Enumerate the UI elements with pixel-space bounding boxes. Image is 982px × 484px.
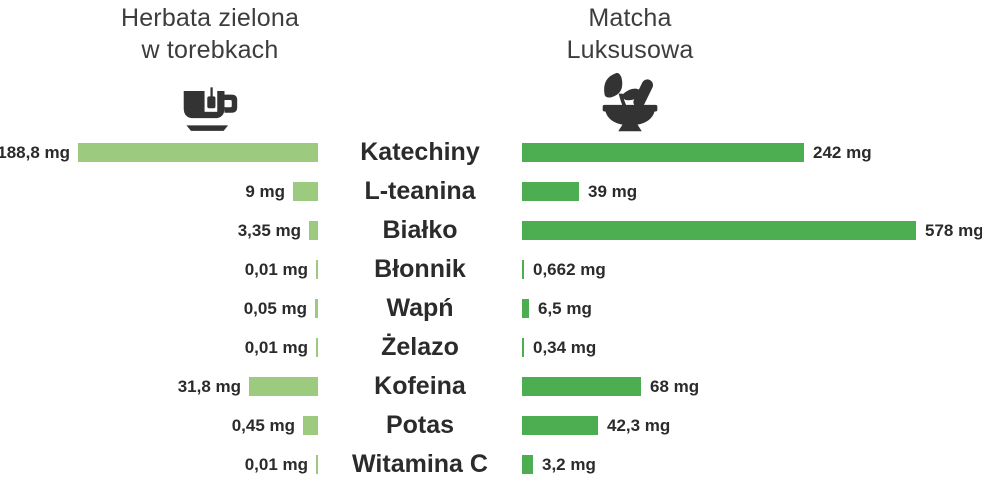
right-bar: [522, 338, 524, 357]
right-bar-zone: 3,2 mg: [522, 455, 982, 475]
right-bar: [522, 260, 524, 279]
right-value-label: 242 mg: [813, 142, 872, 162]
nutrient-label: Błonnik: [374, 255, 466, 283]
left-value-label: 0,01 mg: [244, 454, 308, 474]
right-value-label: 39 mg: [588, 181, 638, 201]
right-bar: [522, 455, 533, 474]
left-bar-zone: 0,45 mg: [0, 416, 318, 436]
right-bar-zone: 242 mg: [522, 143, 982, 163]
right-bar: [522, 299, 529, 318]
nutrient-label: Kofeina: [374, 372, 466, 400]
matcha-mortar-with-leaves-icon: [602, 72, 658, 132]
teacup-with-teabag-icon: [183, 87, 238, 131]
right-bar: [522, 182, 579, 201]
left-bar: [293, 182, 318, 201]
left-bar-zone: 9 mg: [0, 182, 318, 202]
nutrient-label: Żelazo: [381, 333, 459, 361]
right-bar-zone: 39 mg: [522, 182, 982, 202]
left-product-icon-wrap: [10, 83, 410, 137]
left-bar-zone: 188,8 mg: [0, 143, 318, 163]
nutrient-row: 0,05 mg Wapń 6,5 mg: [0, 289, 982, 328]
left-bar: [78, 143, 318, 162]
nutrient-row: 0,45 mg Potas 42,3 mg: [0, 406, 982, 445]
nutrient-row: 188,8 mg Katechiny 242 mg: [0, 133, 982, 172]
right-bar: [522, 416, 598, 435]
right-bar: [522, 143, 804, 162]
nutrient-label: Potas: [385, 411, 455, 439]
right-bar: [522, 377, 641, 396]
left-bar: [316, 455, 318, 474]
left-bar-zone: 0,01 mg: [0, 260, 318, 280]
left-bar-zone: 0,01 mg: [0, 455, 318, 475]
right-value-label: 3,2 mg: [542, 454, 596, 474]
right-bar-zone: 42,3 mg: [522, 416, 982, 436]
left-bar-zone: 0,05 mg: [0, 299, 318, 319]
nutrient-label: Białko: [382, 216, 458, 244]
left-value-label: 0,01 mg: [244, 259, 308, 279]
right-product-icon-wrap: [430, 69, 830, 137]
right-value-label: 0,34 mg: [533, 337, 597, 357]
nutrient-label: L-teanina: [364, 177, 476, 205]
left-value-label: 9 mg: [245, 181, 285, 201]
left-bar-zone: 0,01 mg: [0, 338, 318, 358]
right-product-title-line1: Matcha: [588, 4, 672, 32]
left-bar-zone: 31,8 mg: [0, 377, 318, 397]
left-value-label: 188,8 mg: [0, 142, 70, 162]
right-bar: [522, 221, 916, 240]
left-bar: [315, 299, 318, 318]
nutrient-label: Wapń: [386, 294, 454, 322]
right-value-label: 42,3 mg: [607, 415, 671, 435]
left-bar-zone: 3,35 mg: [0, 221, 318, 241]
right-value-label: 0,662 mg: [533, 259, 606, 279]
right-bar-zone: 0,662 mg: [522, 260, 982, 280]
right-value-label: 6,5 mg: [538, 298, 592, 318]
left-value-label: 0,45 mg: [231, 415, 295, 435]
left-value-label: 0,05 mg: [243, 298, 307, 318]
nutrient-row: 0,01 mg Żelazo 0,34 mg: [0, 328, 982, 367]
right-product-title: Matcha Luksusowa: [430, 0, 830, 66]
nutrient-row: 0,01 mg Witamina C 3,2 mg: [0, 445, 982, 484]
left-bar: [303, 416, 318, 435]
left-bar: [309, 221, 318, 240]
left-value-label: 3,35 mg: [237, 220, 301, 240]
right-bar-zone: 6,5 mg: [522, 299, 982, 319]
left-bar: [316, 260, 318, 279]
left-product-title-line1: Herbata zielona: [120, 4, 300, 32]
right-product-title-line2: Luksusowa: [566, 36, 694, 64]
right-value-label: 68 mg: [650, 376, 700, 396]
right-bar-zone: 68 mg: [522, 377, 982, 397]
comparison-rows: 188,8 mg Katechiny 242 mg 9 mg L-teanina…: [0, 133, 982, 484]
nutrient-row: 31,8 mg Kofeina 68 mg: [0, 367, 982, 406]
right-product-header: Matcha Luksusowa: [430, 0, 830, 137]
left-product-header: Herbata zielona w torebkach: [10, 0, 410, 137]
left-value-label: 31,8 mg: [177, 376, 241, 396]
nutrient-row: 9 mg L-teanina 39 mg: [0, 172, 982, 211]
nutrient-label: Katechiny: [360, 138, 480, 166]
left-bar: [249, 377, 318, 396]
nutrient-label: Witamina C: [352, 450, 488, 478]
left-bar: [316, 338, 318, 357]
left-product-title: Herbata zielona w torebkach: [10, 0, 410, 66]
right-value-label: 578 mg: [925, 220, 982, 240]
left-product-title-line2: w torebkach: [141, 36, 279, 64]
nutrient-row: 3,35 mg Białko 578 mg: [0, 211, 982, 250]
nutrient-row: 0,01 mg Błonnik 0,662 mg: [0, 250, 982, 289]
right-bar-zone: 578 mg: [522, 221, 982, 241]
right-bar-zone: 0,34 mg: [522, 338, 982, 358]
left-value-label: 0,01 mg: [244, 337, 308, 357]
